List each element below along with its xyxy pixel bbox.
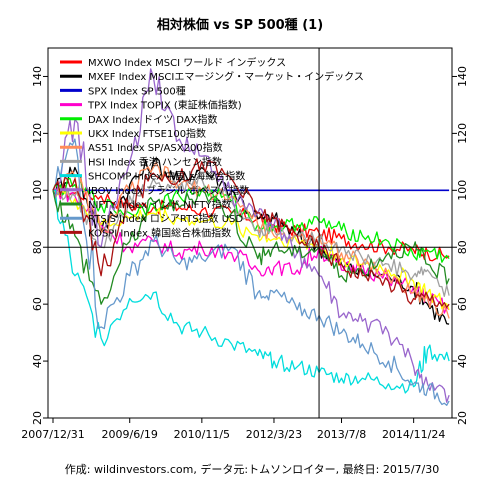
y-tick-label-right: 100 <box>456 180 469 201</box>
legend-label-11: NIFTY Index インド NIFTY指数 <box>88 198 232 211</box>
series-line-9 <box>52 189 450 394</box>
x-tick-label: 2014/11/24 <box>382 428 445 441</box>
legend-label-7: AS51 Index SP/ASX200指数 <box>88 141 223 154</box>
x-tick-label: 2009/6/19 <box>102 428 158 441</box>
legend-label-10: IBOV Index ブラジル ボベスパ指数 <box>88 184 249 197</box>
legend-label-8: HSI Index 香港 ハンセン指数 <box>88 155 222 168</box>
legend-label-12: RTSIS Index ロシアRTS指数 USD <box>88 212 243 225</box>
series-line-12 <box>52 138 450 406</box>
legend-label-3: SPX Index SP 500種 <box>88 84 186 97</box>
legend-label-2: MXEF Index MSCIエマージング・マーケット・インデックス <box>88 70 364 83</box>
legend-label-4: TPX Index TOPIX (東証株価指数) <box>87 99 242 112</box>
legend-label-5: DAX Index ドイツ DAX指数 <box>88 113 218 126</box>
x-tick-label: 2013/7/8 <box>317 428 366 441</box>
y-tick-label-left: 140 <box>31 66 44 87</box>
legend-label-13: KOSPI Index 韓国総合株価指数 <box>88 226 231 239</box>
plot-frame <box>47 47 453 419</box>
chart-caption: 作成: wildinvestors.com, データ元:トムソンロイター, 最終… <box>65 462 439 476</box>
chart-title: 相対株価 vs SP 500種 (1) <box>157 17 323 33</box>
series-line-11 <box>52 188 450 305</box>
axes: 20 20 40 40 60 60 80 80 100 100 120 120 140 140 2007/1… <box>21 47 469 441</box>
y-tick-label-left: 120 <box>31 123 44 144</box>
y-tick-label-left: 60 <box>31 297 44 311</box>
y-tick-label-left: 100 <box>31 180 44 201</box>
series-line-6 <box>52 188 450 311</box>
y-tick-label-left: 20 <box>31 411 44 425</box>
y-tick-label-left: 80 <box>31 240 44 254</box>
legend-label-6: UKX Index FTSE100指数 <box>88 127 206 140</box>
y-tick-label-right: 20 <box>456 411 469 425</box>
x-tick-label: 2012/3/23 <box>246 428 302 441</box>
y-tick-label-right: 120 <box>456 123 469 144</box>
legend-label-1: MXWO Index MSCI ワールド インデックス <box>88 56 286 69</box>
y-tick-label-left: 40 <box>31 354 44 368</box>
y-tick-label-right: 60 <box>456 297 469 311</box>
y-tick-label-right: 140 <box>456 66 469 87</box>
series-line-13 <box>52 158 450 309</box>
x-tick-label: 2007/12/31 <box>21 428 84 441</box>
y-tick-label-right: 80 <box>456 240 469 254</box>
x-tick-label: 2010/11/5 <box>174 428 230 441</box>
plot-area <box>52 68 450 406</box>
y-tick-label-right: 40 <box>456 354 469 368</box>
legend-label-9: SHCOMP Index 中国上海総合指数 <box>88 170 245 183</box>
series-line-7 <box>52 161 450 319</box>
